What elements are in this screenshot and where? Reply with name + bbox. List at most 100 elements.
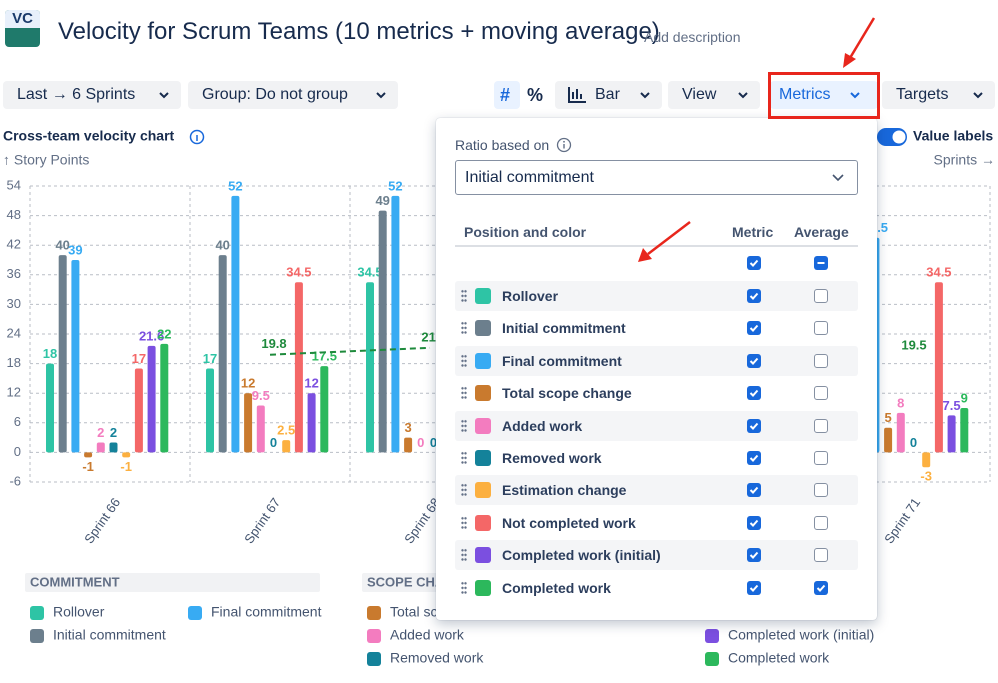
- metric-name: Rollover: [502, 288, 559, 304]
- info-icon[interactable]: [189, 129, 205, 145]
- info-icon[interactable]: [556, 137, 572, 153]
- drag-handle[interactable]: [461, 483, 467, 498]
- percent-mode-button[interactable]: %: [522, 81, 548, 109]
- checkbox[interactable]: [814, 386, 828, 401]
- color-swatch: [475, 320, 491, 337]
- color-swatch: [475, 352, 491, 369]
- checkbox[interactable]: [814, 580, 828, 595]
- drag-handle[interactable]: [461, 353, 467, 368]
- checkbox[interactable]: [747, 483, 761, 498]
- drag-handle[interactable]: [461, 580, 467, 595]
- count-mode-button[interactable]: #: [494, 81, 520, 109]
- metrics-button[interactable]: Metrics: [770, 81, 878, 109]
- y-tick-label: 12: [7, 385, 21, 400]
- bar: [960, 408, 969, 453]
- checkbox[interactable]: [747, 548, 761, 563]
- metric-row: Total scope change: [455, 378, 858, 409]
- checkbox[interactable]: [747, 418, 761, 433]
- bar: [218, 255, 227, 453]
- drag-handle[interactable]: [461, 386, 467, 401]
- bar: [96, 442, 105, 453]
- checkbox[interactable]: [747, 256, 761, 270]
- button-label: Bar: [595, 86, 620, 103]
- checkbox[interactable]: [814, 353, 828, 368]
- legend-label: Final commitment: [211, 604, 322, 620]
- check-icon: [749, 552, 759, 560]
- add-description[interactable]: Add description: [644, 29, 741, 45]
- chart-type-button[interactable]: Bar: [555, 81, 662, 109]
- column-header: Position and color: [464, 224, 587, 240]
- check-icon: [749, 325, 759, 333]
- checkbox[interactable]: [747, 289, 761, 303]
- y-tick-label: 48: [7, 207, 21, 222]
- metric-name: Not completed work: [502, 514, 636, 531]
- value-label: 52: [228, 178, 242, 193]
- check-icon: [749, 357, 759, 365]
- legend-swatch: [367, 629, 381, 643]
- checkbox[interactable]: [747, 451, 761, 465]
- value-label: 21.6: [139, 328, 164, 343]
- button-label: %: [527, 84, 544, 105]
- checkbox[interactable]: [814, 289, 828, 303]
- value-label: 2: [97, 425, 104, 440]
- y-tick-label: 36: [7, 266, 21, 281]
- checkbox[interactable]: [814, 256, 828, 270]
- drag-handle[interactable]: [461, 451, 467, 465]
- value-label: 17.5: [312, 349, 337, 364]
- value-label: 12: [241, 376, 255, 391]
- checkbox[interactable]: [814, 321, 828, 336]
- targets-button[interactable]: Targets: [882, 81, 995, 109]
- drag-handle[interactable]: [461, 418, 467, 433]
- metric-name: Final commitment: [502, 352, 622, 369]
- bar: [244, 393, 253, 453]
- drag-handle[interactable]: [461, 321, 467, 336]
- checkbox[interactable]: [814, 548, 828, 563]
- checkbox[interactable]: [814, 451, 828, 465]
- checkbox[interactable]: [747, 321, 761, 336]
- legend-label: Completed work: [728, 650, 830, 666]
- dash-icon: [817, 262, 825, 264]
- checkbox[interactable]: [814, 418, 828, 433]
- sprints-button[interactable]: Last → 6 Sprints: [3, 81, 181, 109]
- metrics-popup: Ratio based on Initial commitment Positi…: [436, 118, 877, 620]
- checkbox[interactable]: [747, 353, 761, 368]
- checkbox[interactable]: [814, 515, 828, 530]
- logo: VC: [5, 10, 40, 47]
- chevron: [376, 92, 386, 99]
- metric-row: Completed work: [455, 572, 858, 603]
- value-label: 34.5: [357, 265, 382, 280]
- check-icon: [749, 519, 759, 527]
- checkbox[interactable]: [747, 386, 761, 401]
- legend-swatch: [188, 606, 202, 620]
- bar-icon: [568, 87, 586, 103]
- checkbox[interactable]: [747, 580, 761, 595]
- checkbox[interactable]: [814, 483, 828, 498]
- metric-row: Not completed work: [455, 507, 858, 538]
- bar: [71, 260, 80, 453]
- checkbox[interactable]: [747, 515, 761, 530]
- legend-label: Completed work (initial): [728, 627, 874, 643]
- metric-name: Completed work (initial): [502, 547, 661, 564]
- drag-handle[interactable]: [461, 548, 467, 563]
- bar: [378, 210, 387, 453]
- view-button[interactable]: View: [668, 81, 760, 109]
- color-swatch: [475, 385, 491, 402]
- metric-row: Removed work: [455, 443, 858, 473]
- value-label: 39: [68, 242, 82, 257]
- drag-handle[interactable]: [461, 515, 467, 530]
- value-label: 3: [404, 420, 411, 435]
- value-label: 9: [961, 390, 968, 405]
- drag-handle[interactable]: [461, 289, 467, 303]
- color-swatch: [475, 514, 491, 531]
- value-label: 2.5: [277, 423, 295, 438]
- color-swatch: [475, 579, 491, 596]
- chevron: [832, 174, 844, 182]
- value-label: -3: [920, 469, 932, 484]
- legend-group-title: COMMITMENT: [30, 574, 120, 589]
- legend-group-header: [25, 573, 320, 592]
- ratio-select[interactable]: Initial commitment: [455, 160, 858, 195]
- value-label: 0: [910, 435, 917, 450]
- group-button[interactable]: Group: Do not group: [188, 81, 398, 109]
- moving-average-label: 19.8: [261, 336, 286, 351]
